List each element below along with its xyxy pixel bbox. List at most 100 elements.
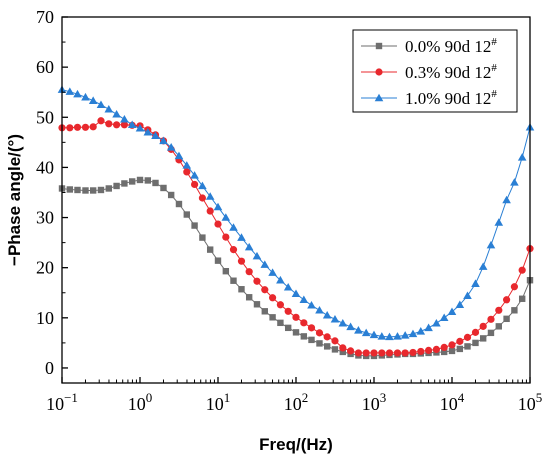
data-point (510, 283, 519, 291)
data-point (346, 322, 355, 331)
data-point (315, 306, 324, 314)
data-point (510, 178, 519, 186)
data-point (316, 340, 323, 347)
data-point (214, 220, 222, 228)
data-point (292, 329, 300, 336)
data-point (447, 307, 457, 316)
data-point (121, 180, 128, 187)
data-point (191, 222, 198, 229)
data-point (112, 109, 121, 118)
x-tick-exponent: 4 (458, 390, 465, 405)
data-point (112, 121, 121, 129)
data-point (229, 223, 238, 231)
data-point (229, 246, 238, 254)
data-point (408, 329, 418, 338)
legend-label-superscript: # (491, 62, 497, 74)
data-point (307, 324, 316, 332)
x-tick-label: 103 (362, 390, 387, 414)
data-point (440, 348, 448, 356)
data-point (354, 326, 363, 334)
data-point (81, 123, 90, 131)
data-point (393, 332, 402, 340)
data-point (331, 337, 339, 345)
data-point (268, 268, 277, 276)
series-0 (58, 176, 534, 360)
data-point (284, 307, 292, 315)
data-point (369, 330, 379, 339)
data-point (479, 335, 487, 342)
data-point (518, 266, 526, 274)
data-point (495, 306, 503, 314)
data-point (120, 114, 129, 123)
data-point (213, 202, 223, 211)
data-point (323, 343, 331, 350)
data-point (463, 333, 472, 341)
data-point (182, 161, 192, 169)
data-point (136, 176, 144, 184)
data-point (277, 319, 284, 327)
x-tick-exponent: 0 (146, 390, 153, 405)
x-tick-base: 10 (128, 394, 146, 414)
data-point (175, 200, 183, 208)
data-point (409, 348, 417, 357)
y-tick-label: 60 (36, 57, 54, 77)
data-point (252, 251, 262, 260)
data-point (105, 120, 113, 128)
data-point (237, 233, 246, 241)
data-point (97, 186, 105, 194)
data-point (487, 315, 495, 323)
x-tick-label: 100 (128, 390, 153, 414)
data-point (339, 348, 346, 356)
data-point (518, 295, 526, 302)
data-point (385, 349, 394, 357)
data-point (221, 213, 231, 221)
data-point (472, 339, 479, 347)
data-point (269, 314, 276, 321)
legend-label-text: 0.0% 90d 12 (405, 37, 491, 56)
data-point (478, 262, 488, 270)
data-point (237, 257, 246, 265)
legend-entry: 1.0% 90d 12# (361, 88, 497, 108)
data-point (183, 211, 190, 218)
y-tick-label: 0 (45, 358, 54, 378)
data-point (300, 333, 308, 340)
data-point (81, 92, 90, 101)
data-point (174, 151, 184, 160)
data-point (73, 89, 82, 98)
y-tick-label: 70 (36, 7, 54, 27)
data-point (190, 171, 199, 179)
x-tick-base: 10 (46, 394, 64, 414)
data-point (205, 192, 215, 200)
x-tick-label: 102 (284, 390, 309, 414)
y-tick-label: 20 (36, 258, 54, 278)
legend-marker (375, 68, 383, 76)
data-point (245, 268, 253, 276)
data-point (424, 323, 433, 332)
data-point (96, 100, 106, 108)
data-point (330, 315, 340, 323)
x-tick-exponent: 5 (536, 390, 543, 405)
data-point (440, 343, 448, 352)
data-point (346, 347, 355, 355)
data-point (291, 289, 301, 297)
x-axis-title: Freq/(Hz) (259, 435, 333, 454)
data-point (284, 324, 292, 332)
legend-label: 1.0% 90d 12# (405, 88, 497, 108)
data-point (260, 260, 270, 268)
x-tick-base: 10 (284, 394, 302, 414)
data-point (167, 191, 175, 199)
data-point (416, 327, 426, 335)
data-point (198, 194, 207, 202)
data-point (299, 295, 309, 303)
data-point (113, 182, 120, 190)
x-tick-exponent: 1 (224, 390, 231, 405)
data-point (338, 319, 348, 327)
data-point (73, 123, 82, 131)
data-point (300, 319, 308, 327)
data-point (143, 128, 153, 136)
data-point (89, 123, 97, 131)
data-point (230, 277, 237, 284)
data-point (283, 282, 293, 291)
data-point (135, 124, 145, 132)
data-point (276, 275, 285, 284)
